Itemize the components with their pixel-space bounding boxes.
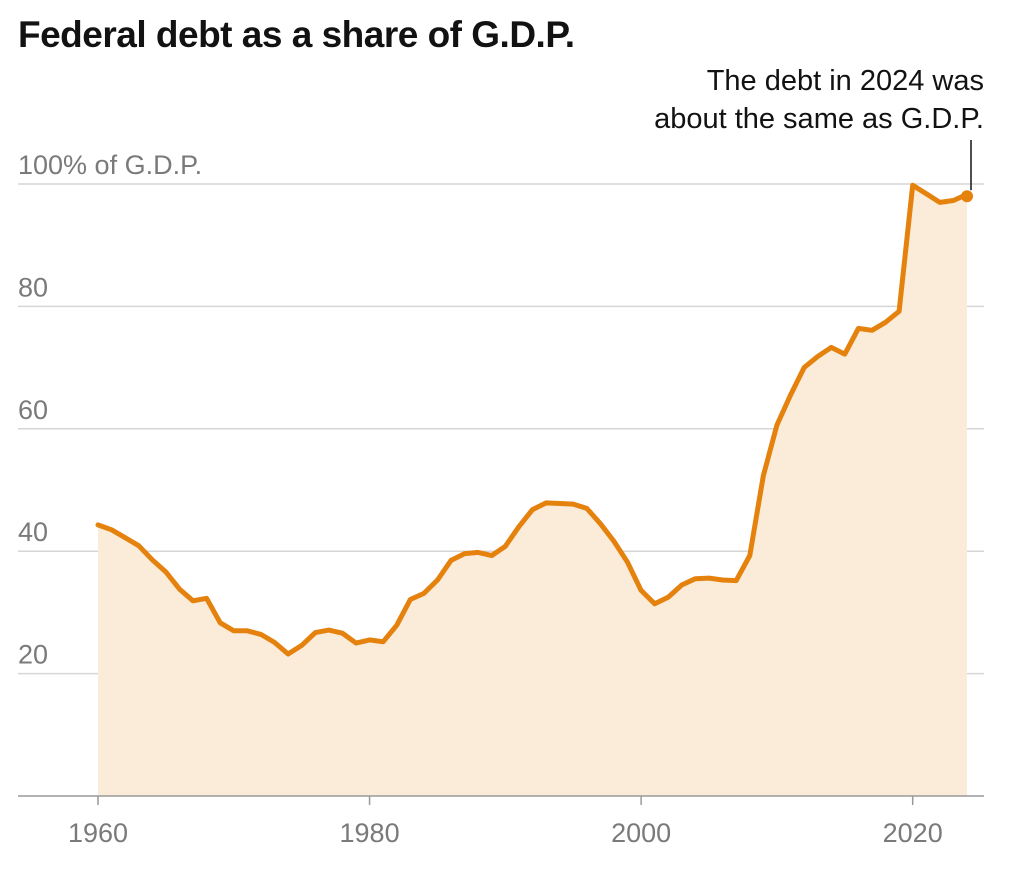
annotation-line-1: The debt in 2024 was — [707, 65, 984, 97]
x-tick-label-1960: 1960 — [68, 818, 128, 848]
chart-title: Federal debt as a share of G.D.P. — [18, 14, 575, 55]
y-tick-label-80: 80 — [18, 272, 48, 302]
y-tick-label-100: 100% of G.D.P. — [18, 150, 202, 180]
x-tick-label-2020: 2020 — [883, 818, 943, 848]
debt-area-fill — [98, 185, 967, 796]
annotation-line-2: about the same as G.D.P. — [654, 103, 984, 135]
x-axis-ticks: 1960 1980 2000 2020 — [68, 796, 943, 848]
y-tick-label-60: 60 — [18, 395, 48, 425]
endpoint-2024-marker — [961, 190, 973, 203]
x-tick-label-2000: 2000 — [611, 818, 671, 848]
annotation-text: The debt in 2024 was about the same as G.… — [654, 65, 984, 135]
x-tick-label-1980: 1980 — [340, 818, 400, 848]
debt-series-line — [95, 182, 970, 657]
y-tick-label-40: 40 — [18, 517, 48, 547]
y-tick-label-20: 20 — [18, 640, 48, 670]
y-axis-labels: 20 40 60 80 100% of G.D.P. — [18, 150, 202, 670]
